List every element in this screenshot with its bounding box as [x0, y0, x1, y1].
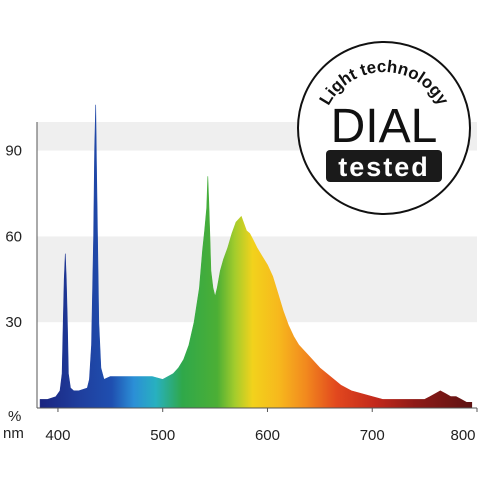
dial-tested-seal: Light technology DIAL tested — [297, 41, 471, 215]
x-tick-label-500: 500 — [150, 427, 175, 444]
y-tick-label-90: 90 — [5, 143, 22, 160]
y-tick-label-30: 30 — [5, 314, 22, 331]
y-axis-unit-label: % — [8, 408, 21, 425]
tick-labels: 400 500 600 700 800 30 60 90 — [5, 143, 475, 444]
x-tick-label-600: 600 — [255, 427, 280, 444]
spectrum-series — [39, 104, 473, 409]
seal-tested-box — [326, 150, 442, 182]
seal-bottom-text: tested — [338, 152, 430, 182]
seal-main-text: DIAL — [331, 100, 438, 153]
x-tick-label-400: 400 — [45, 427, 70, 444]
axes — [36, 122, 478, 412]
y-tick-label-60: 60 — [5, 228, 22, 245]
x-axis-unit-label: nm — [3, 425, 24, 442]
x-tick-label-700: 700 — [360, 427, 385, 444]
x-tick-label-800: 800 — [450, 427, 475, 444]
spectrum-area — [39, 104, 473, 409]
